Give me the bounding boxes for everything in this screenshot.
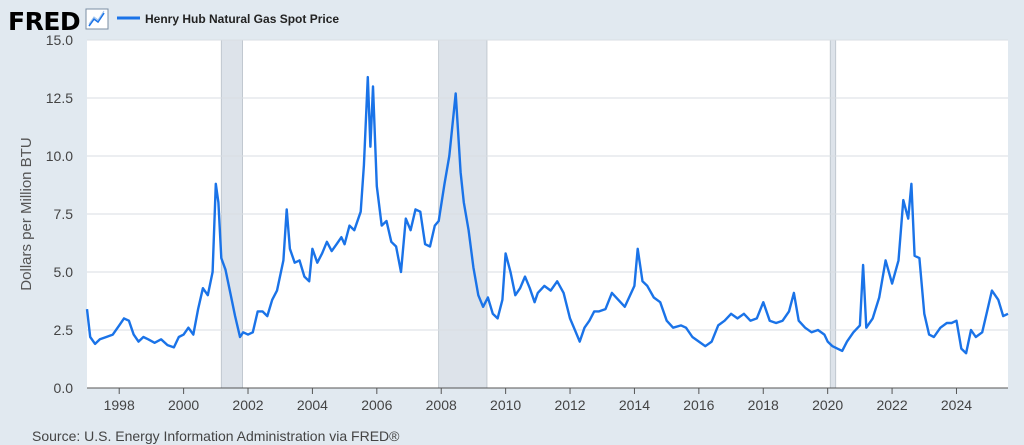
source-note: Source: U.S. Energy Information Administ… bbox=[32, 428, 400, 444]
trend-line-icon bbox=[85, 8, 109, 30]
y-tick-label: 10.0 bbox=[46, 148, 73, 164]
y-tick-label: 0.0 bbox=[54, 380, 74, 396]
x-tick-label: 2014 bbox=[619, 397, 650, 413]
x-tick-label: 2018 bbox=[748, 397, 779, 413]
x-axis-ticks: 1998 2000 2002 2004 2006 2008 2010 2012 2014 2016… bbox=[104, 388, 972, 413]
x-tick-label: 2012 bbox=[554, 397, 585, 413]
y-tick-label: 7.5 bbox=[54, 206, 74, 222]
x-tick-label: 2010 bbox=[490, 397, 521, 413]
x-tick-label: 2008 bbox=[426, 397, 457, 413]
y-tick-label: 15.0 bbox=[46, 32, 73, 48]
x-tick-label: 2000 bbox=[168, 397, 199, 413]
y-axis-ticks: 0.0 2.5 5.0 7.5 10.0 12.5 15.0 bbox=[46, 32, 73, 396]
x-tick-label: 2016 bbox=[683, 397, 714, 413]
legend-label: Henry Hub Natural Gas Spot Price bbox=[145, 12, 339, 26]
legend[interactable]: Henry Hub Natural Gas Spot Price bbox=[117, 12, 339, 26]
x-tick-label: 2002 bbox=[232, 397, 263, 413]
x-tick-label: 2024 bbox=[941, 397, 972, 413]
y-axis-label: Dollars per Million BTU bbox=[18, 137, 35, 290]
y-tick-label: 5.0 bbox=[54, 264, 74, 280]
x-tick-label: 2022 bbox=[876, 397, 907, 413]
x-tick-label: 2004 bbox=[297, 397, 328, 413]
x-tick-label: 2020 bbox=[812, 397, 843, 413]
y-tick-label: 12.5 bbox=[46, 90, 73, 106]
gridlines bbox=[87, 39, 1008, 331]
series-line[interactable] bbox=[85, 75, 1009, 355]
y-tick-label: 2.5 bbox=[54, 322, 74, 338]
x-tick-label: 2006 bbox=[361, 397, 392, 413]
x-tick-label: 1998 bbox=[104, 397, 135, 413]
fred-logo[interactable]: FRED bbox=[8, 7, 81, 36]
